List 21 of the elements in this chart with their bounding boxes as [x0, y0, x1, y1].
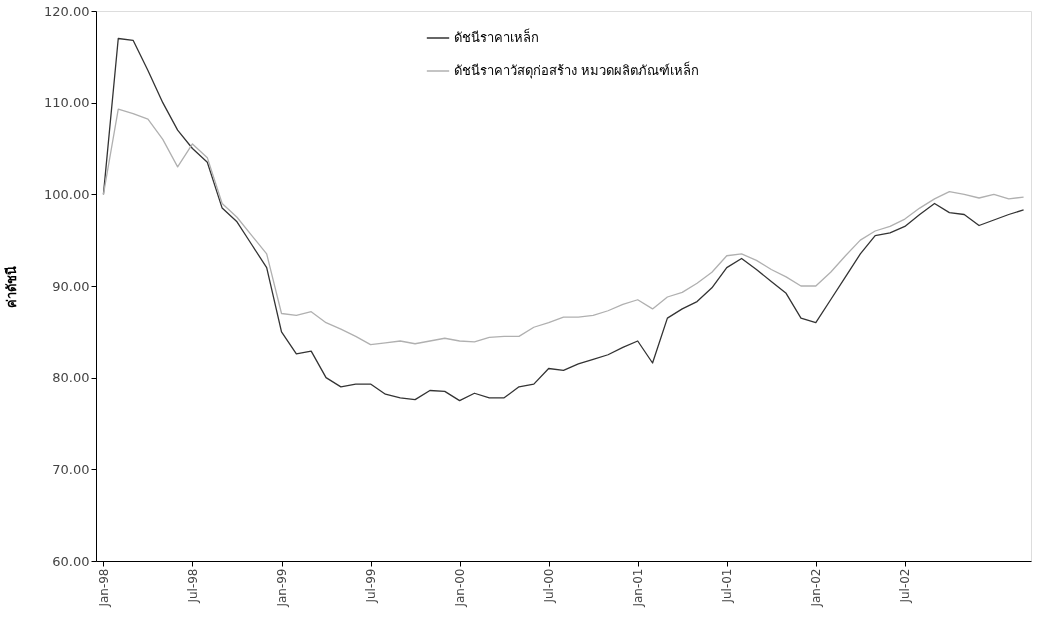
y-tick-label: 80.00	[52, 370, 90, 386]
x-tick-label: Jul-99	[364, 568, 379, 604]
x-tick-label: Jan-99	[275, 568, 290, 608]
x-tick-label: Jul-98	[185, 568, 200, 604]
x-tick-label: Jul-01	[720, 568, 735, 604]
y-tick-label: 110.00	[44, 95, 90, 111]
line-series	[102, 108, 1025, 346]
y-tick-label: 60.00	[52, 553, 90, 569]
x-tick-label: Jan-98	[96, 568, 111, 608]
x-tick-label: Jul-02	[898, 568, 913, 604]
y-tick-label: 100.00	[44, 186, 90, 202]
y-axis-title: ค่าดัชนี	[4, 265, 20, 308]
y-tick-label: 120.00	[44, 3, 90, 19]
y-tick-label: 90.00	[52, 278, 90, 294]
x-tick-label: Jul-00	[542, 568, 557, 604]
legend-label: ดัชนีราคาวัสดุก่อสร้าง หมวดผลิตภัณฑ์เหล็ก	[454, 61, 700, 79]
x-tick-label: Jan-02	[809, 568, 824, 608]
y-tick-label: 70.00	[52, 461, 90, 477]
x-tick-label: Jan-00	[453, 568, 468, 608]
x-tick-label: Jan-01	[631, 568, 646, 608]
legend-label: ดัชนีราคาเหล็ก	[454, 28, 539, 45]
